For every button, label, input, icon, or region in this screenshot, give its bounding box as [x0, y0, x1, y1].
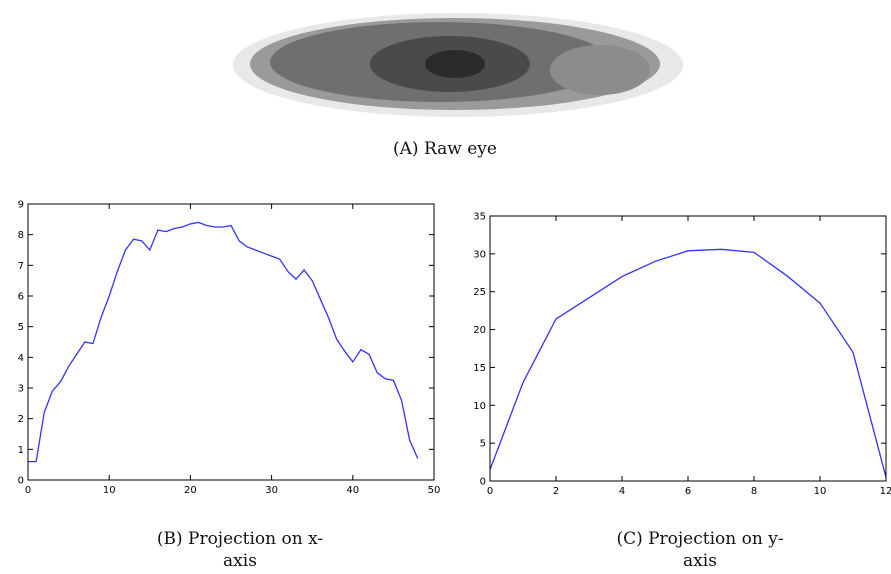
x-tick-label: 6	[685, 486, 691, 497]
y-tick-label: 9	[18, 200, 24, 211]
line	[489, 248, 887, 478]
plot-frame	[27, 203, 435, 481]
y-tick-label: 7	[18, 261, 24, 272]
x-tick-label: 8	[751, 486, 757, 497]
y-tick-label: 10	[473, 401, 486, 412]
x-tick-label: 0	[25, 485, 31, 496]
y-tick-label: 0	[480, 477, 486, 488]
x-tick-label: 2	[553, 486, 559, 497]
y-tick-label: 6	[18, 292, 24, 303]
caption: (B) Projection on x-axis	[156, 529, 324, 571]
y-tick-label: 5	[18, 322, 24, 333]
y-tick-label: 4	[18, 353, 24, 364]
y-tick-label: 35	[473, 212, 486, 223]
y-tick-label: 15	[473, 363, 486, 374]
y-tick-label: 8	[18, 230, 24, 241]
x-tick-label: 4	[619, 486, 625, 497]
x-tick-label: 20	[184, 485, 197, 496]
line	[28, 221, 419, 463]
x-tick-label: 30	[265, 485, 278, 496]
raw-eye-image	[233, 13, 683, 117]
y-tick-label: 1	[18, 445, 24, 456]
x-tick-label: 12	[880, 486, 891, 497]
x-tick-label: 10	[103, 485, 116, 496]
x-tick-label: 40	[346, 485, 359, 496]
caption: (A) Raw eye	[393, 139, 497, 159]
y-tick-label: 30	[473, 249, 486, 260]
y-tick-label: 3	[18, 384, 24, 395]
y-tick-label: 20	[473, 325, 486, 336]
caption: (C) Projection on y-axis	[616, 529, 784, 571]
plot-frame	[489, 215, 887, 482]
x-tick-label: 0	[487, 486, 493, 497]
x-tick-label: 10	[814, 486, 827, 497]
y-tick-label: 0	[18, 476, 24, 487]
y-tick-label: 2	[18, 414, 24, 425]
y-tick-label: 5	[480, 439, 486, 450]
x-tick-label: 50	[428, 485, 441, 496]
y-tick-label: 25	[473, 287, 486, 298]
